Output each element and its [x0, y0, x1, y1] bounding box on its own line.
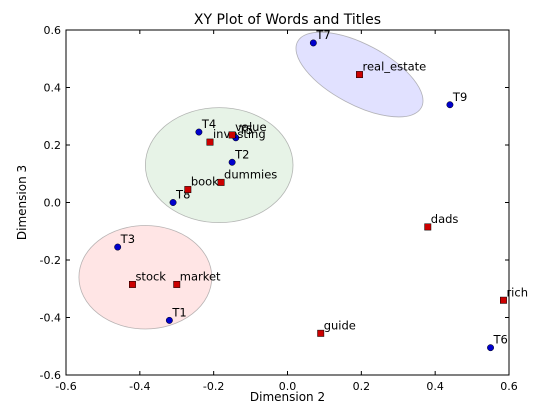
point-label-value: value: [235, 120, 266, 134]
y-tick-label: -0.4: [40, 312, 61, 325]
x-tick-label: 0.2: [353, 380, 371, 393]
point-T7: [309, 39, 317, 47]
point-label-T4: T4: [201, 117, 216, 131]
point-label-stock: stock: [135, 269, 166, 283]
x-tick-label: 0.6: [500, 380, 518, 393]
x-tick-label: 0.0: [279, 380, 297, 393]
y-tick-label: 0.6: [44, 24, 62, 37]
point-T2: [228, 158, 236, 166]
point-T8: [169, 199, 177, 206]
point-label-T5: T5: [238, 123, 253, 137]
point-label-T6: T6: [493, 333, 508, 347]
point-label-real_estate: real_estate: [362, 60, 426, 74]
y-tick-label: 0.0: [44, 197, 62, 210]
x-tick-label: -0.2: [203, 380, 224, 393]
y-tick-label: -0.2: [40, 254, 61, 267]
cluster-ellipse-3: [78, 225, 213, 330]
point-real_estate: [356, 71, 363, 79]
point-label-book: book: [191, 175, 219, 189]
chart-title: XY Plot of Words and Titles: [194, 12, 381, 28]
point-dads: [424, 223, 432, 231]
point-label-T9: T9: [452, 90, 467, 104]
point-label-T2: T2: [234, 147, 249, 161]
point-label-rich: rich: [506, 285, 528, 299]
y-tick-label: -0.6: [40, 369, 61, 382]
point-guide: [317, 329, 325, 337]
axis-ticks: -0.6 -0.4 -0.2 0.0 0.2 0.4 0.6 -0.6 -0.4 -0.2 0.0 0…: [40, 24, 518, 393]
x-tick-label: 0.4: [426, 380, 444, 393]
point-stock: [129, 280, 136, 288]
point-label-market: market: [180, 269, 221, 283]
point-T6: [487, 344, 494, 352]
point-investing: [206, 138, 214, 146]
point-label-guide: guide: [324, 318, 356, 332]
point-book: [184, 186, 192, 194]
point-T9: [446, 101, 454, 109]
y-tick-label: 0.4: [44, 82, 62, 95]
point-label-T7: T7: [315, 28, 330, 42]
point-label-T3: T3: [120, 232, 135, 246]
point-label-T1: T1: [171, 305, 186, 319]
x-axis-label: Dimension 2: [250, 390, 325, 404]
point-T1: [165, 316, 173, 324]
point-market: [173, 280, 181, 288]
point-label-dads: dads: [431, 212, 459, 226]
point-T4: [195, 128, 203, 136]
cluster-ellipse-2: [144, 107, 294, 224]
x-tick-label: -0.6: [55, 380, 76, 393]
x-tick-label: -0.4: [129, 380, 150, 393]
point-dummies: [217, 178, 225, 186]
cluster-ellipses: [78, 31, 424, 330]
y-tick-label: 0.2: [44, 139, 62, 152]
point-label-investing: investing: [213, 127, 266, 141]
point-value: [228, 131, 236, 139]
y-axis-label: Dimension 3: [15, 165, 29, 240]
point-label-dummies: dummies: [224, 167, 277, 181]
point-T3: [114, 243, 122, 251]
point-rich: [500, 296, 507, 304]
